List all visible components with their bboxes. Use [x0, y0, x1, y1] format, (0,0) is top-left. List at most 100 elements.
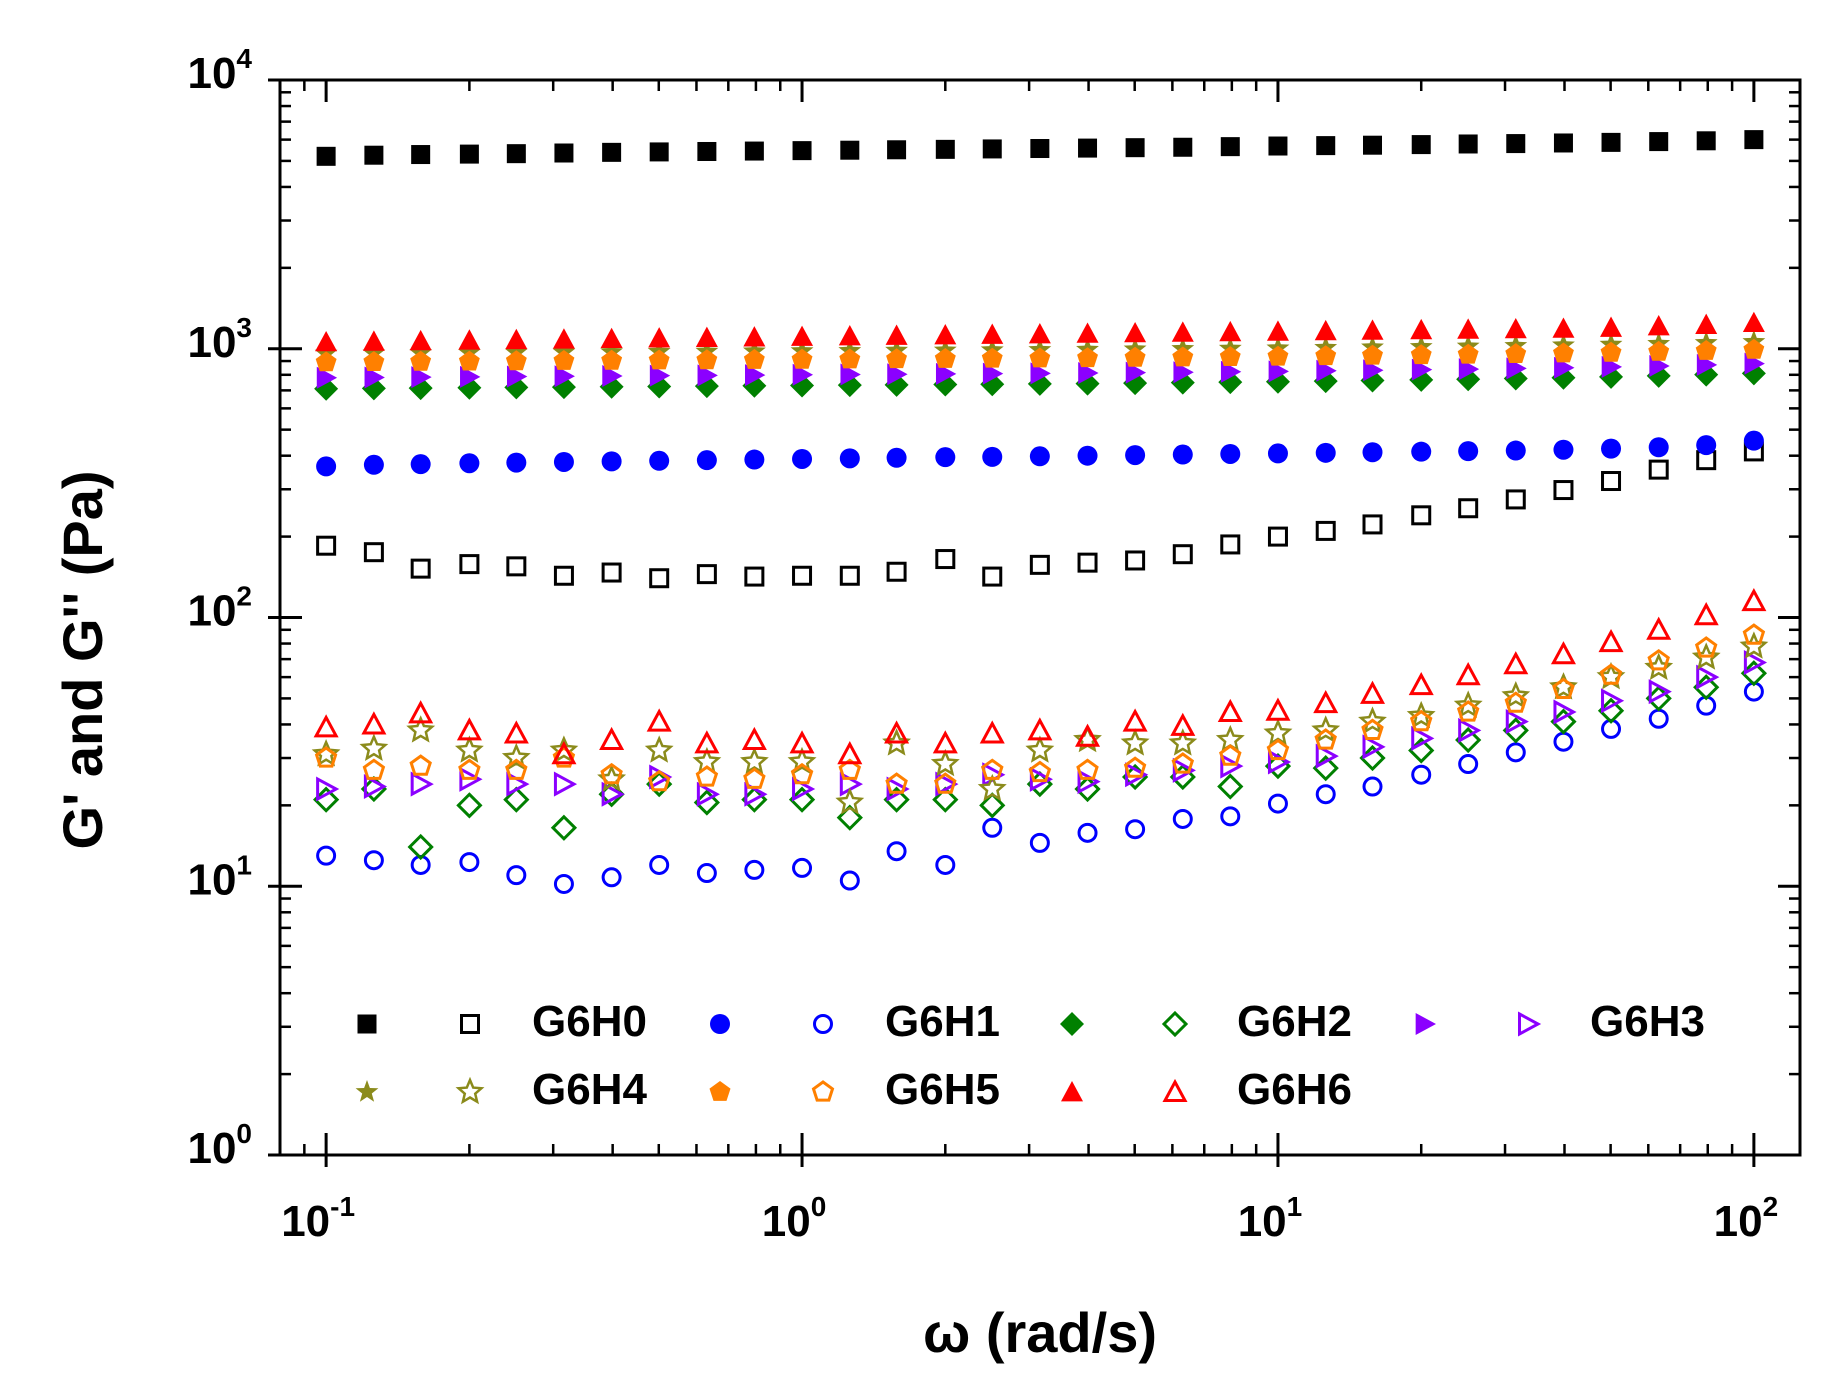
data-point: [884, 720, 910, 744]
data-point: [1647, 648, 1670, 671]
data-point: [745, 364, 766, 387]
data-point: [934, 348, 956, 368]
data-point: [649, 142, 669, 162]
legend: G6H0 G6H1 G6H2 G6H3 G6H4 G6H5 G6H6: [355, 997, 1705, 1114]
data-point: [1504, 317, 1527, 339]
data-point: [744, 859, 765, 880]
data-point: [1411, 135, 1431, 155]
legend-symbol-g6h5-loss: [811, 1080, 835, 1102]
data-point: [458, 350, 480, 371]
data-point: [1457, 318, 1480, 339]
data-point: [314, 746, 338, 768]
data-point: [1501, 680, 1531, 709]
data-point: [553, 873, 574, 894]
data-point: [791, 325, 814, 346]
data-point: [1124, 346, 1146, 367]
plot-frame: [278, 78, 1802, 1157]
data-point: [1168, 728, 1198, 756]
data-point: [1411, 505, 1432, 526]
data-point: [458, 329, 481, 350]
data-point: [649, 854, 670, 875]
data-point: [1311, 715, 1341, 743]
data-point: [1029, 832, 1050, 853]
data-point: [1458, 441, 1479, 462]
data-point: [696, 863, 717, 884]
data-point: [982, 566, 1003, 587]
data-point: [792, 448, 813, 469]
data-point: [601, 867, 622, 888]
x-tick-label: 100: [762, 1191, 827, 1246]
data-point: [1550, 641, 1576, 665]
data-point: [982, 817, 1003, 838]
legend-symbol-g6h4-loss: [455, 1076, 485, 1105]
data-point: [885, 772, 908, 794]
data-point: [316, 456, 337, 477]
data-point: [839, 870, 860, 891]
legend-label-g6h5: G6H5: [885, 1065, 1000, 1114]
data-point: [935, 549, 956, 570]
legend-symbol-g6h4-storage: [355, 1080, 379, 1102]
data-point: [1504, 691, 1528, 713]
data-point: [459, 766, 483, 792]
data-point: [1220, 806, 1241, 827]
data-point: [1123, 756, 1147, 778]
data-point: [1548, 672, 1578, 700]
data-point: [459, 453, 480, 474]
data-point: [1266, 320, 1289, 341]
data-point: [886, 348, 907, 369]
series-g6h0-loss-modulus: [316, 441, 1764, 589]
data-point: [697, 141, 717, 161]
data-point: [503, 720, 529, 744]
data-point: [553, 451, 574, 472]
data-point: [787, 746, 817, 775]
data-point: [311, 739, 341, 767]
data-point: [1696, 131, 1716, 151]
y-tick-label: 100: [187, 1118, 252, 1173]
data-point: [886, 841, 907, 862]
legend-label-g6h1: G6H1: [885, 997, 1000, 1046]
x-tick-label: 101: [1238, 1191, 1303, 1246]
data-point: [600, 762, 623, 785]
data-point: [1316, 359, 1337, 382]
legend-symbol-g6h6-storage: [1061, 1081, 1083, 1102]
data-point: [602, 142, 622, 162]
data-point: [1028, 760, 1052, 783]
data-point: [316, 845, 337, 866]
data-point: [840, 363, 861, 386]
series-g6h5-storage-modulus: [315, 338, 1765, 372]
data-point: [1120, 728, 1150, 756]
legend-symbol-g6h0-storage: [357, 1014, 377, 1034]
data-point: [1268, 360, 1289, 383]
data-point: [838, 325, 861, 346]
data-point: [364, 145, 384, 165]
data-point: [363, 542, 384, 563]
data-point: [1743, 338, 1765, 359]
data-point: [981, 347, 1003, 368]
data-point: [836, 804, 863, 831]
data-point: [1601, 471, 1622, 492]
data-point: [696, 564, 717, 585]
data-point: [408, 700, 434, 724]
data-point: [697, 364, 718, 387]
data-point: [1217, 698, 1243, 723]
legend-symbol-g6h3-storage: [1415, 1013, 1436, 1035]
data-point: [1265, 697, 1291, 721]
legend-label-g6h4: G6H4: [532, 1065, 647, 1114]
data-point: [1743, 430, 1764, 451]
data-point: [1125, 819, 1146, 840]
data-point: [1505, 709, 1529, 735]
data-point: [930, 748, 960, 777]
data-point: [1078, 362, 1099, 385]
x-axis-title: ω (rad/s): [923, 1301, 1157, 1364]
data-point: [407, 833, 434, 861]
legend-symbol-g6h1-storage: [710, 1014, 730, 1034]
data-point: [1220, 753, 1244, 779]
data-point: [1268, 136, 1288, 156]
data-point: [1600, 316, 1623, 337]
data-point: [1361, 319, 1384, 340]
x-tick-label: 10-1: [281, 1191, 355, 1246]
data-point: [743, 349, 765, 369]
data-point: [1125, 762, 1149, 788]
data-point: [695, 765, 719, 787]
